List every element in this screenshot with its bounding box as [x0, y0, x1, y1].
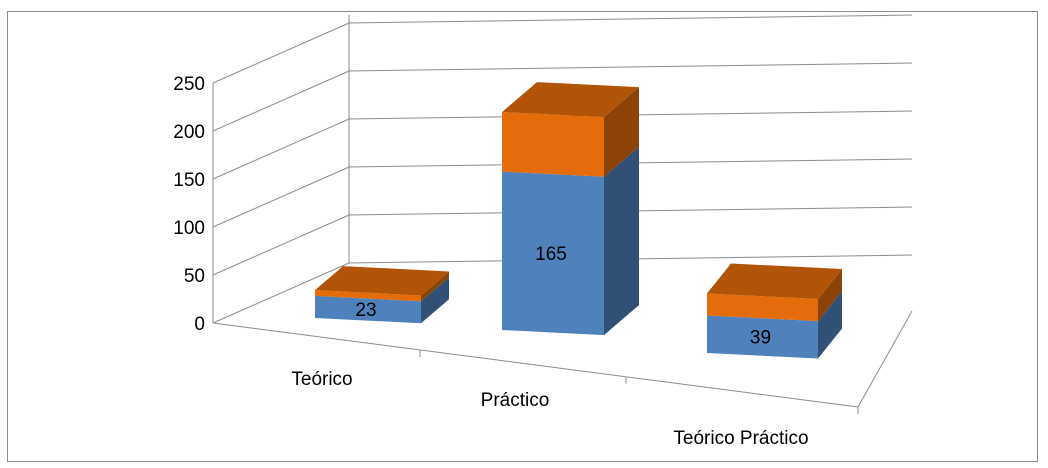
y-tick-label: 150	[173, 170, 205, 191]
data-label: 39	[750, 327, 771, 348]
gridline-side	[212, 118, 350, 180]
floor-front-edge	[212, 322, 859, 408]
y-tick-label: 100	[173, 218, 205, 239]
y-tick-label: 0	[194, 314, 205, 335]
bar-front	[502, 112, 604, 177]
bar-top	[502, 82, 639, 118]
bar-side	[604, 87, 639, 177]
gridline-side	[212, 22, 350, 84]
bar-front	[707, 315, 818, 359]
gridline-side	[212, 166, 350, 228]
bar-top	[707, 263, 842, 300]
data-label: 165	[535, 244, 567, 265]
floor-right-edge	[857, 310, 913, 408]
bar-side	[818, 291, 842, 359]
bar-side	[421, 277, 449, 324]
gridline-side	[212, 70, 350, 132]
bar-side	[818, 269, 842, 322]
gridline-back	[348, 14, 913, 24]
gridline-side	[212, 214, 350, 276]
category-label: Teórico	[291, 369, 352, 390]
gridline-back	[348, 62, 913, 72]
gridline-side	[212, 262, 350, 324]
bar-front	[502, 171, 604, 336]
y-tick-label: 200	[173, 122, 205, 143]
bar-front	[707, 293, 818, 322]
data-label: 23	[355, 300, 376, 321]
category-label: Teórico Práctico	[673, 428, 808, 449]
bar-front	[315, 295, 421, 324]
y-tick-label: 250	[173, 74, 205, 95]
y-tick-label: 50	[184, 266, 205, 287]
category-label: Práctico	[481, 390, 550, 411]
bar-side	[604, 146, 639, 336]
bar-top	[315, 266, 449, 296]
bar-side	[421, 271, 449, 302]
bar-front	[315, 290, 421, 302]
